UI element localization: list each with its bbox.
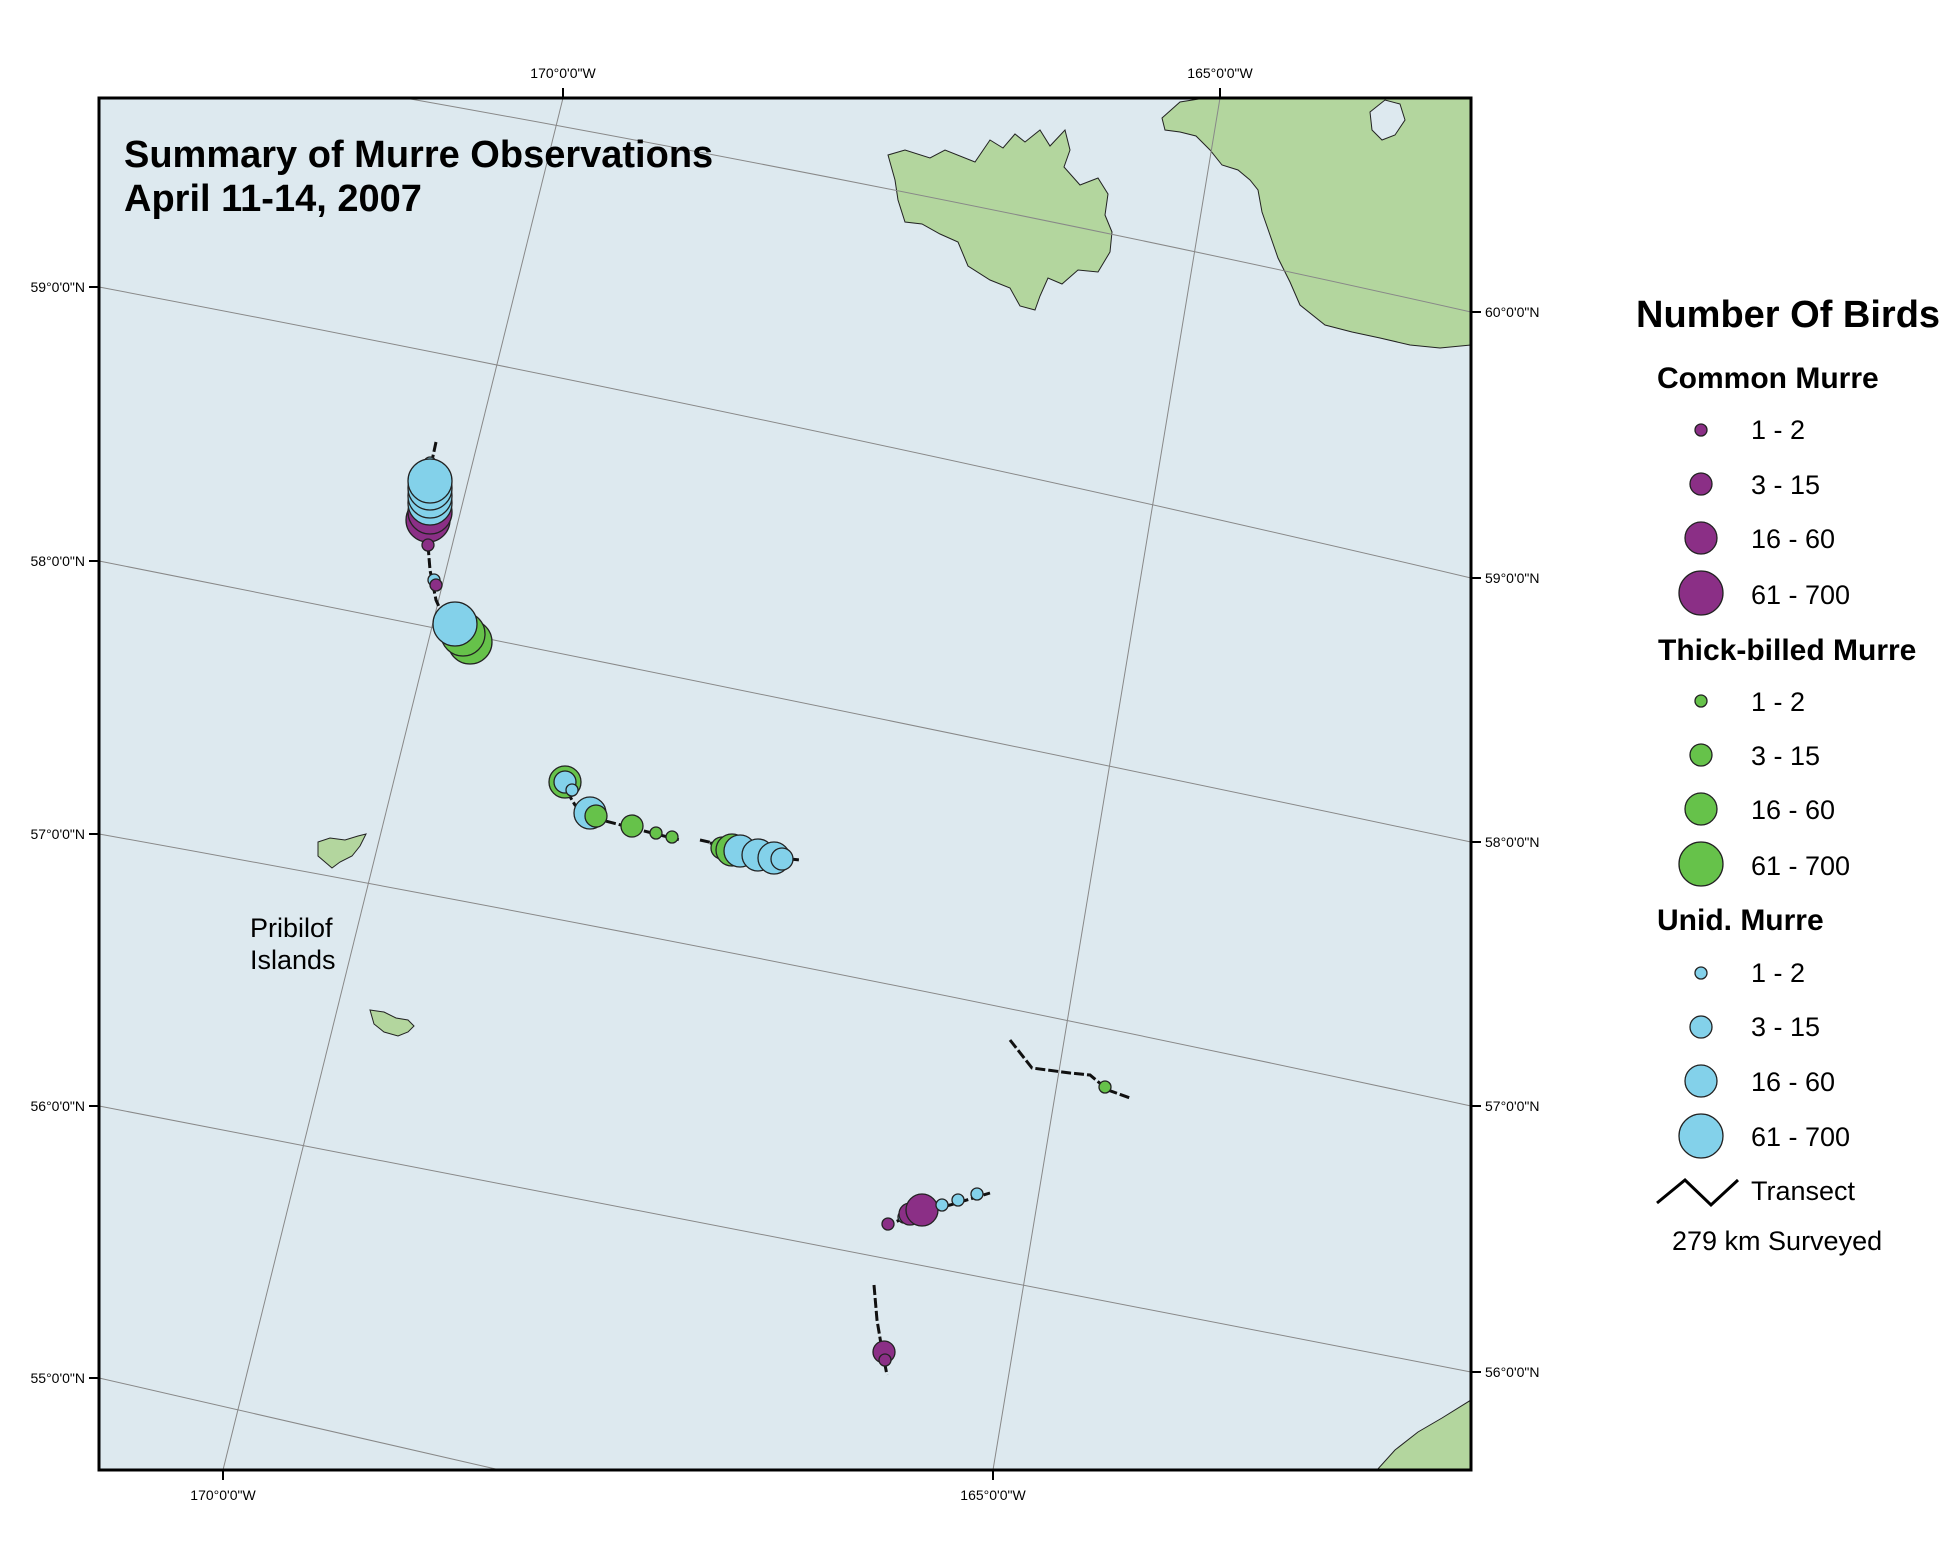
legend-common-size-4: 61 - 700 [1751, 580, 1850, 610]
legend-unid-symbol-3 [1684, 1064, 1718, 1098]
left-latitude-label-57n: 57°0'0"N [31, 826, 86, 842]
common-murre-observation [905, 1193, 939, 1227]
legend-group-unid-murre: Unid. Murre [1657, 904, 1824, 937]
bird-observations [405, 456, 1112, 1367]
legend-thick-billed-symbol-3 [1684, 792, 1718, 826]
legend-common-symbol-2 [1689, 472, 1713, 496]
unid-murre-observation [565, 783, 579, 797]
legend-unid-size-3: 16 - 60 [1751, 1067, 1835, 1097]
left-latitude-label-59n: 59°0'0"N [31, 279, 86, 295]
land-st-paul-island [317, 833, 367, 869]
unid-murre-observation [970, 1187, 984, 1201]
common-murre-observation [421, 538, 435, 552]
legend-common-size-3: 16 - 60 [1751, 524, 1835, 554]
meridian-165w [992, 98, 1221, 1470]
legend-unid-size-4: 61 - 700 [1751, 1122, 1850, 1152]
legend-unid-symbol-1 [1694, 966, 1708, 980]
top-longitude-label-170w: 170°0'0"W [530, 65, 596, 81]
pribilof-islands-label-line1: Pribilof [250, 913, 333, 943]
unid-murre-observation [951, 1193, 965, 1207]
legend-thick-billed-symbol-1 [1694, 694, 1708, 708]
pribilof-islands-label-line2: Islands [250, 945, 336, 975]
map-water [99, 98, 1471, 1470]
meridian-170w [222, 98, 564, 1470]
legend: Number Of Birds Common Murre 1 - 2 3 - 1… [1636, 294, 1940, 1256]
legend-transect-label: Transect [1751, 1176, 1856, 1206]
thick-billed-murre-observation [1098, 1080, 1112, 1094]
legend-thick-billed-symbol-4 [1678, 841, 1724, 887]
legend-title: Number Of Birds [1636, 294, 1940, 336]
right-latitude-label-60n: 60°0'0"N [1485, 304, 1540, 320]
legend-symbols [1678, 423, 1724, 1159]
unid-murre-observation [407, 458, 453, 504]
legend-group-common-murre: Common Murre [1657, 362, 1879, 395]
right-latitude-label-57n: 57°0'0"N [1485, 1098, 1540, 1114]
land-lake [1369, 99, 1406, 141]
legend-unid-size-2: 3 - 15 [1751, 1012, 1820, 1042]
common-murre-observation [881, 1217, 895, 1231]
thick-billed-murre-observation [649, 826, 663, 840]
left-latitude-label-55n: 55°0'0"N [31, 1370, 86, 1386]
land-st-george-island [369, 1009, 415, 1037]
right-latitude-label-58n: 58°0'0"N [1485, 834, 1540, 850]
thick-billed-murre-observation [584, 804, 608, 828]
legend-thick-billed-size-1: 1 - 2 [1751, 687, 1805, 717]
legend-common-size-1: 1 - 2 [1751, 415, 1805, 445]
land-southeast-coast [1376, 1399, 1471, 1470]
bottom-longitude-label-170w: 170°0'0"W [190, 1487, 256, 1503]
legend-thick-billed-symbol-2 [1689, 743, 1713, 767]
legend-thick-billed-size-4: 61 - 700 [1751, 851, 1850, 881]
map-title-line2: April 11-14, 2007 [124, 178, 422, 220]
common-murre-observation [878, 1353, 892, 1367]
graticule-ticks [89, 88, 1481, 1480]
right-latitude-label-59n: 59°0'0"N [1485, 570, 1540, 586]
thick-billed-murre-observation [620, 814, 644, 838]
legend-common-symbol-4 [1678, 570, 1724, 616]
legend-group-thick-billed-murre: Thick-billed Murre [1658, 634, 1916, 667]
parallel-59n [99, 286, 1471, 579]
legend-thick-billed-size-2: 3 - 15 [1751, 741, 1820, 771]
unid-murre-observation [432, 601, 478, 647]
left-latitude-label-56n: 56°0'0"N [31, 1098, 86, 1114]
legend-common-symbol-1 [1694, 423, 1708, 437]
legend-unid-size-1: 1 - 2 [1751, 958, 1805, 988]
legend-surveyed-text: 279 km Surveyed [1672, 1226, 1882, 1256]
left-latitude-label-58n: 58°0'0"N [31, 553, 86, 569]
land-alaska-mainland [1161, 98, 1471, 349]
legend-common-symbol-3 [1684, 521, 1718, 555]
parallel-60n [404, 98, 1471, 313]
bottom-longitude-label-165w: 165°0'0"W [960, 1487, 1026, 1503]
legend-common-size-2: 3 - 15 [1751, 470, 1820, 500]
map-title-line1: Summary of Murre Observations [124, 134, 713, 176]
top-longitude-label-165w: 165°0'0"W [1187, 65, 1253, 81]
zigzag-line-icon [1656, 1177, 1740, 1208]
right-latitude-label-56n: 56°0'0"N [1485, 1364, 1540, 1380]
legend-thick-billed-size-3: 16 - 60 [1751, 795, 1835, 825]
parallel-55n [99, 1377, 501, 1470]
parallel-58n [99, 560, 1471, 843]
legend-unid-symbol-2 [1689, 1015, 1713, 1039]
legend-unid-symbol-4 [1678, 1113, 1724, 1159]
thick-billed-murre-observation [665, 830, 679, 844]
unid-murre-observation [935, 1198, 949, 1212]
transect-east [1008, 1039, 1131, 1100]
common-murre-observation [429, 578, 443, 592]
land-nunivak-island [887, 128, 1113, 311]
map-frame-border [97, 96, 1473, 1472]
parallel-57n [99, 833, 1471, 1107]
unid-murre-observation [770, 847, 794, 871]
